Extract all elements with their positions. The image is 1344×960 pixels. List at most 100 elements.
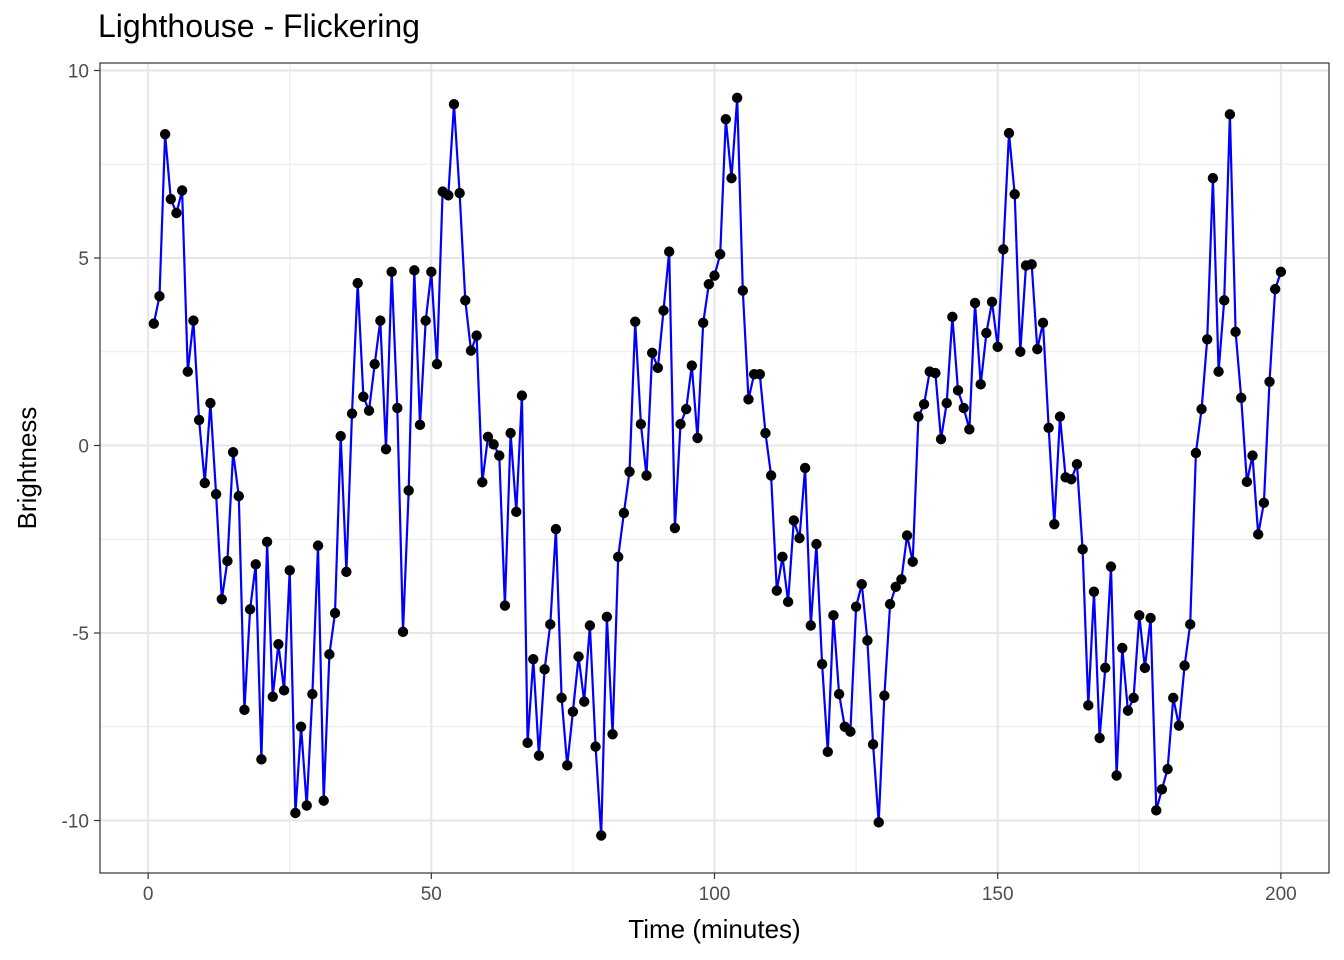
data-point (1009, 189, 1020, 200)
data-point (528, 654, 539, 665)
data-point (346, 408, 358, 419)
data-point (777, 551, 788, 563)
grid-lines (100, 63, 1329, 873)
data-point (986, 296, 998, 308)
data-point (641, 470, 652, 481)
data-point (1269, 283, 1281, 295)
data-point (697, 317, 709, 329)
data-point (533, 750, 545, 761)
data-point (964, 424, 975, 435)
data-point (754, 369, 766, 380)
data-point (278, 685, 290, 696)
data-point (1247, 450, 1258, 461)
data-point (822, 746, 833, 758)
data-point (1003, 127, 1015, 139)
data-point (658, 305, 669, 316)
data-point (1258, 497, 1270, 509)
data-point (165, 193, 176, 205)
data-point (958, 402, 969, 414)
data-point (477, 477, 488, 488)
data-point (448, 99, 460, 110)
data-point (663, 246, 675, 257)
data-point (516, 390, 528, 401)
data-point (1196, 403, 1207, 415)
data-point (267, 691, 278, 702)
data-point (1202, 334, 1213, 345)
data-point (363, 405, 375, 416)
data-point (567, 706, 579, 717)
data-point (901, 530, 913, 541)
data-point (159, 129, 171, 140)
data-point (488, 439, 499, 450)
data-point (788, 515, 799, 526)
data-point (811, 538, 822, 550)
data-point (669, 522, 681, 534)
data-point (1168, 692, 1179, 704)
data-point (1236, 392, 1247, 404)
data-point (1037, 317, 1049, 329)
data-point (511, 506, 522, 518)
data-point (454, 187, 465, 199)
data-point (562, 760, 573, 771)
data-point (409, 265, 420, 276)
data-point (301, 800, 312, 811)
data-point (913, 411, 924, 422)
data-point (709, 270, 720, 281)
data-point (210, 489, 222, 500)
data-point (1134, 610, 1145, 621)
data-point (1139, 662, 1151, 674)
data-point (975, 379, 986, 390)
data-point (675, 418, 686, 430)
data-point (630, 316, 641, 327)
data-point (443, 190, 454, 201)
data-point (1117, 642, 1128, 654)
x-axis-title: Time (minutes) (628, 914, 800, 944)
x-tick-label: 0 (143, 884, 154, 905)
data-point (284, 565, 295, 576)
data-point (969, 297, 981, 309)
data-point (403, 485, 414, 496)
data-point (1207, 172, 1219, 184)
x-tick-label: 200 (1265, 884, 1297, 905)
data-point (1100, 662, 1111, 674)
data-point (601, 611, 613, 623)
data-point (941, 397, 952, 409)
series-line (152, 96, 1282, 837)
data-point (1151, 805, 1162, 816)
data-point (250, 559, 261, 570)
data-point (239, 704, 250, 716)
x-tick-label: 100 (699, 884, 731, 905)
data-point (1156, 784, 1168, 795)
series-line-layer (152, 96, 1282, 837)
data-point (420, 315, 431, 326)
data-point (1162, 763, 1173, 775)
data-point (505, 427, 516, 439)
data-point (148, 318, 160, 329)
data-point (545, 619, 556, 630)
data-point (765, 470, 777, 481)
data-point (680, 403, 692, 415)
data-point (244, 604, 256, 615)
data-point (1088, 586, 1100, 597)
data-point (1049, 519, 1060, 530)
data-point (799, 462, 811, 474)
data-point (341, 566, 352, 578)
data-point (273, 639, 284, 650)
data-point (233, 490, 244, 502)
data-point (1043, 422, 1054, 434)
chart-title: Lighthouse - Flickering (98, 8, 420, 44)
data-point (1071, 459, 1083, 470)
data-point (482, 431, 494, 443)
data-point (805, 620, 816, 631)
data-point (652, 362, 664, 374)
data-point (850, 601, 862, 612)
data-points-layer (148, 92, 1287, 841)
data-point (1111, 770, 1122, 781)
data-point (607, 729, 618, 740)
data-point (1190, 447, 1202, 459)
data-point (414, 419, 426, 431)
data-point (573, 651, 584, 662)
data-point (380, 444, 392, 455)
data-point (324, 649, 335, 660)
data-point (743, 394, 754, 405)
